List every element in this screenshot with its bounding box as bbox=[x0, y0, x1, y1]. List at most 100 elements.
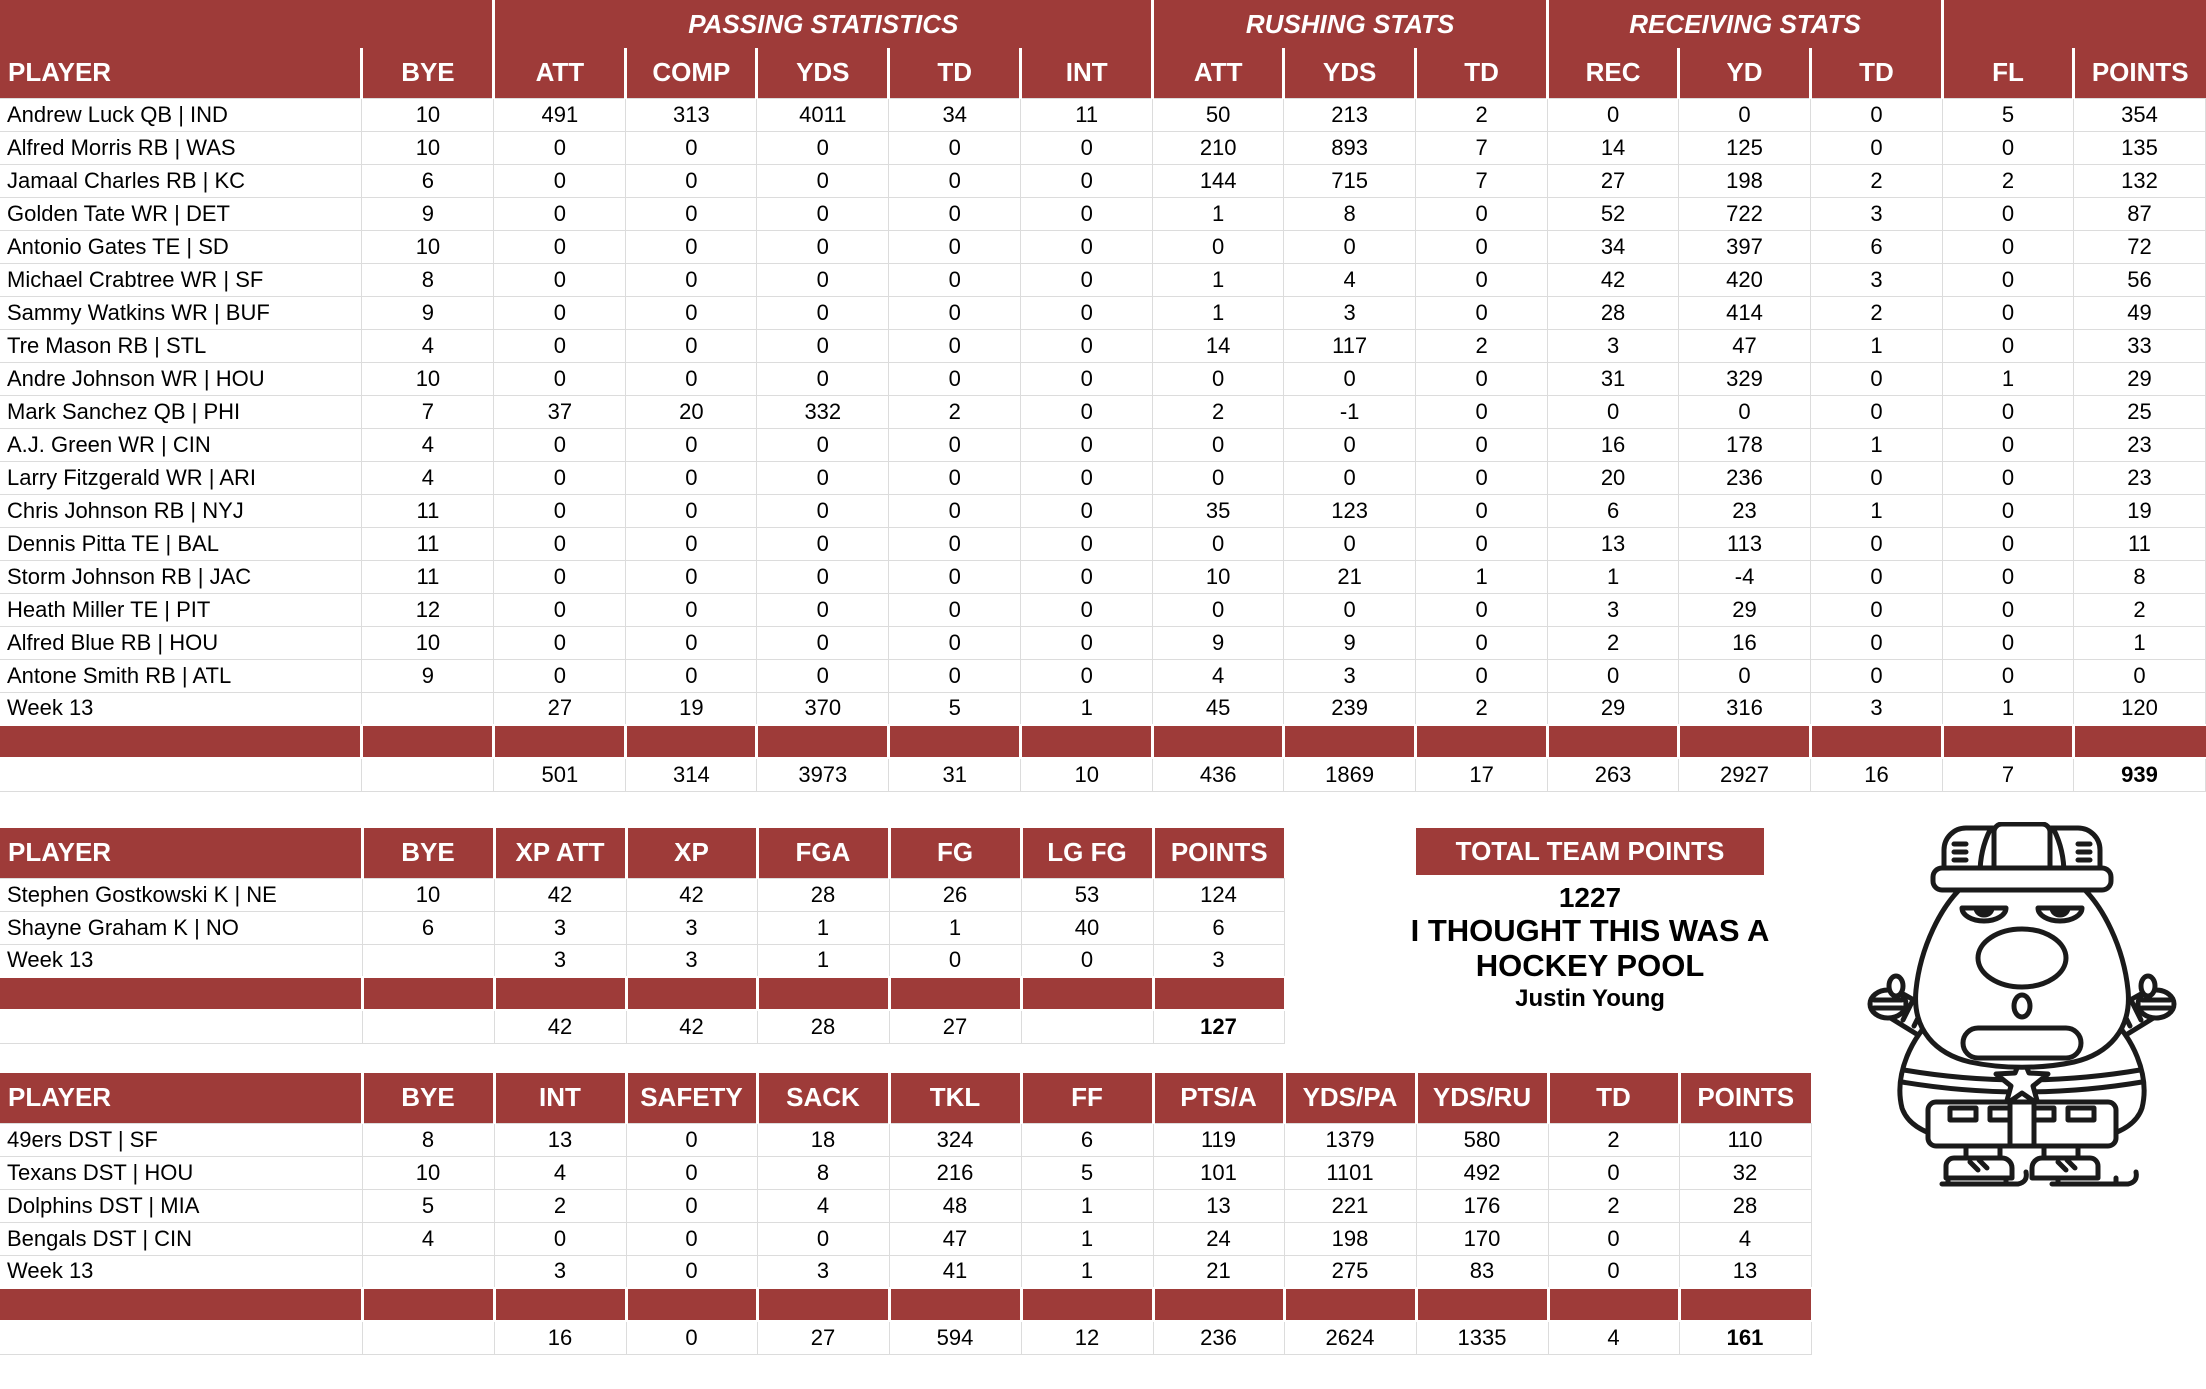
totals-row: 42 42 28 27 127 bbox=[0, 1010, 1285, 1044]
stat-cell: 1 bbox=[1020, 1254, 1154, 1289]
stat-cell: 0 bbox=[1547, 1254, 1680, 1289]
group-header bbox=[0, 0, 494, 48]
stat-cell: 6 bbox=[1810, 229, 1943, 264]
stat-cell: 0 bbox=[1547, 1221, 1680, 1256]
stat-cell: 0 bbox=[1152, 427, 1285, 462]
stat-cell: 0 bbox=[888, 658, 1022, 693]
stat-cell: 176 bbox=[1415, 1188, 1549, 1223]
player-cell: Andrew Luck QB | IND bbox=[0, 97, 363, 132]
column-header: FL bbox=[1940, 48, 2074, 98]
stat-cell: 0 bbox=[1415, 295, 1549, 330]
table-row: Bengals DST | CIN 4 0 0 0 47 1 24 198 170 0 4 bbox=[0, 1221, 1812, 1256]
stat-cell: 0 bbox=[1941, 592, 2074, 627]
total-cell: 42 bbox=[625, 1010, 758, 1044]
stat-cell: 8 bbox=[756, 1155, 890, 1190]
stat-cell: 893 bbox=[1283, 130, 1417, 165]
stat-cell: 1 bbox=[1152, 262, 1285, 297]
stat-cell: 3 bbox=[625, 910, 758, 945]
stat-cell: 9 bbox=[1152, 625, 1285, 660]
table-row: Larry Fitzgerald WR | ARI 4 0 0 0 0 0 0 0 0 20 236 0… bbox=[0, 460, 2206, 495]
separator-cell bbox=[1546, 1287, 1679, 1322]
stat-cell: 117 bbox=[1283, 328, 1417, 363]
stat-cell: 492 bbox=[1415, 1155, 1549, 1190]
stat-cell: 28 bbox=[756, 877, 890, 912]
total-cell: 939 bbox=[2072, 758, 2206, 792]
column-header: PLAYER bbox=[0, 48, 362, 98]
stat-cell: 0 bbox=[1020, 493, 1154, 528]
stat-cell: 4 bbox=[1283, 262, 1417, 297]
stat-cell: 72 bbox=[2072, 229, 2206, 264]
stat-cell: 2 bbox=[1810, 295, 1943, 330]
stat-cell: 13 bbox=[1678, 1254, 1812, 1289]
stat-cell: 2 bbox=[493, 1188, 627, 1223]
stat-cell: 6 bbox=[361, 163, 495, 198]
stat-cell: 4 bbox=[1152, 658, 1285, 693]
table-row: Chris Johnson RB | NYJ 11 0 0 0 0 0 35 123 0 6 23 1 0… bbox=[0, 493, 2206, 528]
player-cell: Andre Johnson WR | HOU bbox=[0, 361, 363, 396]
stat-cell: 715 bbox=[1283, 163, 1417, 198]
stat-cell: 0 bbox=[1941, 394, 2074, 429]
stat-cell: 29 bbox=[1547, 691, 1680, 726]
stat-cell: 0 bbox=[493, 559, 627, 594]
team-owner-name: Justin Young bbox=[1515, 985, 1665, 1013]
stat-cell: 0 bbox=[1283, 427, 1417, 462]
stat-cell: 1 bbox=[2072, 625, 2206, 660]
column-header: PTS/A bbox=[1151, 1073, 1284, 1123]
stat-cell: 0 bbox=[2072, 658, 2206, 693]
stat-cell: 0 bbox=[756, 196, 890, 231]
separator-cell bbox=[755, 724, 889, 759]
column-header: PLAYER bbox=[0, 1073, 362, 1123]
player-cell: Mark Sanchez QB | PHI bbox=[0, 394, 363, 429]
separator-cell bbox=[1677, 724, 1811, 759]
stat-cell: 0 bbox=[625, 163, 758, 198]
stat-cell: 0 bbox=[1678, 658, 1812, 693]
stat-cell: 1 bbox=[1020, 1221, 1154, 1256]
stat-cell: 10 bbox=[1152, 559, 1285, 594]
stat-cell: 354 bbox=[2072, 97, 2206, 132]
table-row: Andre Johnson WR | HOU 10 0 0 0 0 0 0 0 0 31 329 0 1 2… bbox=[0, 361, 2206, 396]
total-cell: 501 bbox=[493, 758, 627, 792]
stat-cell: 11 bbox=[361, 526, 495, 561]
separator-cell bbox=[2071, 724, 2206, 759]
separator-cell bbox=[1414, 1287, 1548, 1322]
total-cell: 2624 bbox=[1283, 1321, 1417, 1355]
stat-cell: 13 bbox=[493, 1122, 627, 1157]
stat-cell: 0 bbox=[756, 262, 890, 297]
stat-cell: 5 bbox=[1020, 1155, 1154, 1190]
stat-cell: 414 bbox=[1678, 295, 1812, 330]
stat-cell: 0 bbox=[1941, 295, 2074, 330]
separator-cell bbox=[492, 724, 626, 759]
total-cell: 3973 bbox=[756, 758, 890, 792]
stat-cell: 0 bbox=[1020, 163, 1154, 198]
column-header: REC bbox=[1546, 48, 1679, 98]
total-cell: 1335 bbox=[1415, 1321, 1549, 1355]
stat-cell: 0 bbox=[625, 295, 758, 330]
stat-cell: 370 bbox=[756, 691, 890, 726]
stat-cell: 1 bbox=[1941, 691, 2074, 726]
table-row: Sammy Watkins WR | BUF 9 0 0 0 0 0 1 3 0 28 414 2 0 49 bbox=[0, 295, 2206, 330]
total-team-points-header: TOTAL TEAM POINTS bbox=[1416, 828, 1764, 875]
stat-cell: 12 bbox=[361, 592, 495, 627]
stat-cell: 0 bbox=[493, 427, 627, 462]
table-row: Jamaal Charles RB | KC 6 0 0 0 0 0 144 715 7 27 198… bbox=[0, 163, 2206, 198]
separator-cell bbox=[755, 1287, 889, 1322]
stat-cell: 0 bbox=[1152, 361, 1285, 396]
stat-cell: 0 bbox=[625, 460, 758, 495]
stat-cell: 0 bbox=[1547, 97, 1680, 132]
stat-cell: 0 bbox=[888, 526, 1022, 561]
stat-cell: 0 bbox=[888, 460, 1022, 495]
stat-cell: 0 bbox=[756, 493, 890, 528]
stat-cell: 0 bbox=[756, 328, 890, 363]
player-cell: Alfred Blue RB | HOU bbox=[0, 625, 363, 660]
stat-cell: 8 bbox=[2072, 559, 2206, 594]
stat-cell: 0 bbox=[756, 526, 890, 561]
stat-cell: 27 bbox=[493, 691, 627, 726]
stat-cell: 0 bbox=[1152, 526, 1285, 561]
stat-cell: 0 bbox=[1810, 460, 1943, 495]
separator-cell bbox=[624, 976, 757, 1011]
table-row: 49ers DST | SF 8 13 0 18 324 6 119 1379 580 2 110 bbox=[0, 1122, 1812, 1157]
defense-stats-section: PLAYER BYE INT SAFETY SACK TKL FF PTS/A YDS/PA YD… bbox=[0, 1073, 1812, 1355]
stat-cell: 47 bbox=[1678, 328, 1812, 363]
stat-cell: 0 bbox=[888, 361, 1022, 396]
stat-cell: 53 bbox=[1020, 877, 1154, 912]
